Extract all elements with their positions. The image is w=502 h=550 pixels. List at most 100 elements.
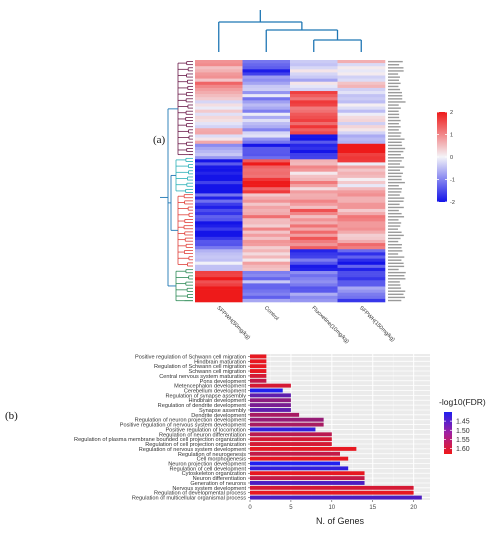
bar: [250, 364, 267, 369]
heatmap-cell: [242, 258, 291, 262]
category-label: Regulation of nervous system development: [139, 447, 247, 453]
heatmap-cell: [290, 174, 338, 179]
heatmap-cell: [242, 283, 291, 287]
row-gene-label: [388, 299, 402, 302]
category-label: Generation of neurons: [190, 481, 246, 487]
bar: [250, 422, 324, 427]
heatmap-cell: [195, 283, 243, 287]
row-gene-label: [388, 197, 405, 199]
heatmap-cell: [337, 78, 386, 83]
heatmap-cell: [290, 162, 338, 166]
heatmap-cell: [242, 267, 291, 272]
heatmap-cell: [195, 258, 243, 262]
heatmap-cell: [242, 143, 291, 148]
heatmap-cell: [290, 78, 338, 83]
bar: [250, 446, 357, 451]
heatmap-cell: [242, 112, 291, 117]
heatmap-cell: [242, 277, 291, 281]
heatmap-cell: [337, 264, 386, 269]
heatmap-cell: [195, 165, 243, 169]
heatmap-cell: [337, 171, 386, 176]
row-gene-label: [388, 104, 399, 106]
heatmap-cell: [290, 249, 338, 253]
heatmap-cell: [337, 100, 386, 104]
heatmap-cell: [195, 289, 243, 293]
heatmap-cell: [337, 274, 386, 278]
heatmap-cell: [242, 215, 291, 219]
heatmap-cell: [242, 181, 291, 185]
category-label: Regulation of dendrite development: [158, 403, 247, 409]
row-gene-label: [388, 191, 402, 193]
heatmap-cell: [290, 267, 338, 272]
heatmap-cell: [195, 131, 243, 135]
bar: [250, 481, 365, 485]
heatmap-cell: [337, 131, 386, 135]
row-gene-label: [388, 150, 404, 153]
row-gene-label: [388, 110, 399, 112]
heatmap-cell: [337, 118, 386, 123]
heatmap-cell: [242, 243, 291, 247]
heatmap-cell: [242, 84, 291, 89]
bar: [250, 393, 291, 398]
heatmap-cell: [337, 94, 386, 98]
legend-tick-label: 1.45: [456, 419, 470, 426]
heatmap-cell: [195, 261, 243, 266]
category-label: Regulation of neurogenesis: [178, 452, 246, 458]
heatmap-cell: [290, 190, 338, 194]
category-label: Dendrite development: [191, 413, 246, 419]
heatmap-cell: [195, 193, 243, 197]
heatmap-cell: [242, 202, 291, 207]
category-label: Regulation of cell projection organizati…: [145, 442, 246, 448]
row-gene-label: [388, 147, 406, 150]
heatmap-cell: [195, 227, 243, 231]
row-gene-label: [388, 107, 401, 109]
colorbar-tick-label: 2: [450, 110, 453, 116]
heatmap-cell: [337, 208, 386, 213]
row-gene-label: [388, 178, 402, 181]
heatmap-cell: [242, 91, 291, 95]
heatmap-cell: [337, 283, 386, 287]
row-gene-label: [388, 290, 406, 292]
row-gene-label: [388, 154, 401, 156]
row-gene-label: [388, 237, 401, 240]
heatmap-cell: [195, 171, 243, 176]
heatmap-cell: [195, 81, 243, 86]
category-label: Positive regulation of locomotion: [165, 427, 246, 433]
heatmap-cell: [242, 174, 291, 179]
heatmap-cell: [337, 146, 386, 151]
heatmap-cell: [195, 246, 243, 250]
heatmap-cell: [195, 146, 243, 151]
heatmap-cell: [290, 264, 338, 269]
heatmap-cell: [290, 239, 338, 244]
heatmap-cell: [290, 100, 338, 104]
row-gene-label: [388, 262, 404, 264]
heatmap-cell: [337, 66, 386, 70]
heatmap-cell: [242, 205, 291, 210]
heatmap-cell: [337, 258, 386, 262]
heatmap-cell: [195, 205, 243, 210]
heatmap-cell: [242, 212, 291, 216]
heatmap-cell: [290, 261, 338, 266]
row-gene-label: [388, 88, 401, 91]
heatmap-cell: [290, 87, 338, 92]
heatmap-cell: [290, 286, 338, 290]
row-dendrogram: [160, 61, 193, 302]
heatmap-cell: [337, 199, 386, 204]
heatmap-cell: [337, 280, 386, 284]
heatmap-cell: [195, 190, 243, 194]
row-gene-label: [388, 64, 400, 66]
row-gene-label: [388, 160, 402, 162]
row-gene-label: [388, 284, 401, 286]
heatmap-cell: [337, 233, 386, 238]
heatmap-cell: [242, 109, 291, 114]
heatmap-cell: [195, 84, 243, 89]
heatmap-cell: [195, 97, 243, 101]
heatmap-cell: [195, 128, 243, 132]
category-label: Nervous system development: [172, 486, 246, 492]
heatmap-cell: [337, 63, 386, 67]
heatmap-cell: [337, 277, 386, 281]
x-axis-title: N. of Genes: [316, 516, 365, 526]
heatmap-cell: [242, 60, 291, 64]
heatmap-cell: [290, 283, 338, 287]
heatmap-cell: [195, 118, 243, 123]
